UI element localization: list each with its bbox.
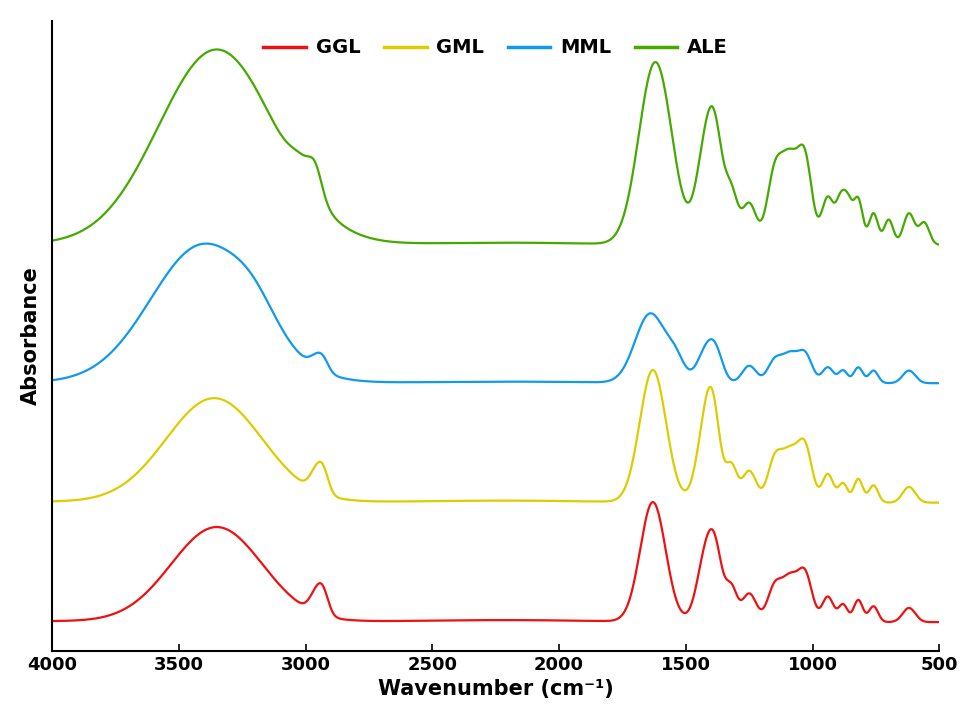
GML <box>906 485 917 493</box>
MML <box>200 239 212 248</box>
ALE <box>210 45 222 54</box>
ALE <box>690 171 702 179</box>
Line: GML: GML <box>52 370 939 503</box>
ALE <box>419 239 430 248</box>
GGL <box>862 608 873 616</box>
ALE <box>933 240 945 249</box>
MML <box>467 377 479 386</box>
Line: ALE: ALE <box>52 50 939 245</box>
ALE <box>425 239 437 248</box>
GGL <box>467 616 479 624</box>
GGL <box>46 617 58 626</box>
Y-axis label: Absorbance: Absorbance <box>21 266 41 405</box>
GGL <box>933 618 945 626</box>
ALE <box>906 213 917 222</box>
GML <box>862 487 873 496</box>
GML <box>425 497 437 505</box>
GGL <box>690 578 702 587</box>
GGL <box>646 498 658 506</box>
Line: GGL: GGL <box>52 502 939 622</box>
GML <box>646 366 658 374</box>
GML <box>933 498 945 507</box>
GGL <box>419 616 430 625</box>
MML <box>933 379 945 387</box>
ALE <box>46 236 58 245</box>
X-axis label: Wavenumber (cm⁻¹): Wavenumber (cm⁻¹) <box>378 679 613 699</box>
MML <box>690 358 702 366</box>
GML <box>690 449 702 458</box>
GML <box>467 496 479 505</box>
GGL <box>906 606 917 614</box>
MML <box>906 368 917 377</box>
MML <box>419 378 430 387</box>
GML <box>419 497 430 505</box>
GML <box>46 497 58 505</box>
GGL <box>425 616 437 625</box>
ALE <box>467 238 479 247</box>
MML <box>425 378 437 387</box>
MML <box>46 376 58 384</box>
Legend: GGL, GML, MML, ALE: GGL, GML, MML, ALE <box>255 30 734 65</box>
MML <box>862 371 873 379</box>
ALE <box>862 220 873 229</box>
Line: MML: MML <box>52 243 939 383</box>
